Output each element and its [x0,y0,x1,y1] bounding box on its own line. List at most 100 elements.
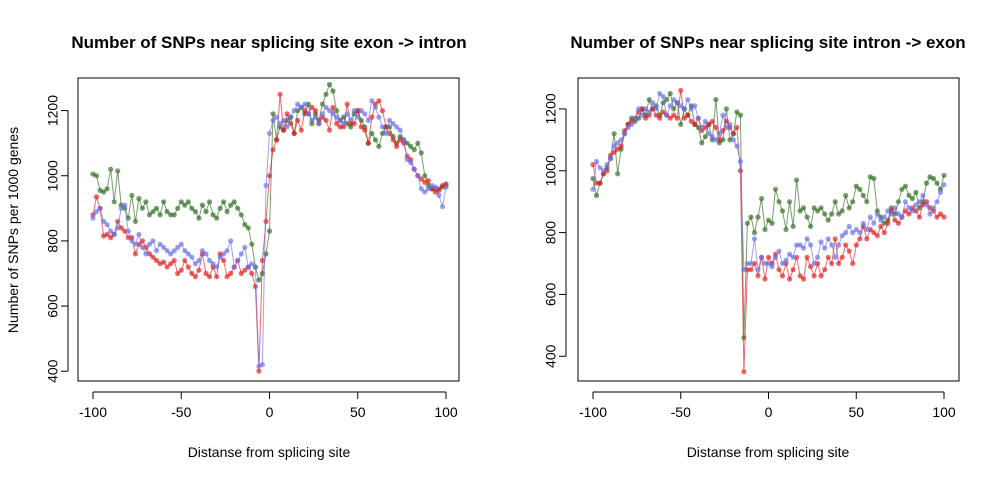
data-point-green [203,209,209,215]
data-point-green [415,140,421,146]
data-point-green [326,81,333,88]
data-point-green [839,208,845,214]
data-point-blue [636,106,642,112]
data-point-red [706,121,712,127]
data-point-blue [365,117,371,123]
data-point-blue [298,104,304,110]
data-point-blue [422,189,428,195]
data-point-blue [348,117,354,123]
data-point-green [115,168,121,174]
data-point-blue [150,238,156,244]
data-point-blue [790,254,796,260]
data-point-blue [850,230,856,236]
data-point-blue [902,199,909,205]
data-point-red [660,109,666,115]
data-point-red [657,115,663,121]
data-point-green [129,192,135,198]
data-point-red [150,254,156,260]
data-point-blue [737,158,744,165]
x-tick-label: -50 [171,404,191,420]
data-point-red [196,267,202,273]
data-point-blue [425,186,431,192]
data-point-red [171,257,177,264]
data-point-blue [355,114,361,120]
data-point-blue [853,226,859,233]
data-point-blue [228,238,234,244]
data-point-blue [344,111,350,117]
data-point-green [737,112,744,118]
x-tick-label: -100 [79,404,107,420]
data-point-red [344,101,350,107]
y-tick-label: 400 [543,344,559,368]
data-point-red [811,273,817,279]
data-point-blue [685,97,691,103]
data-point-red [161,259,167,265]
data-point-red [681,115,687,121]
data-point-green [593,192,600,199]
data-point-red [298,127,304,133]
data-point-blue [203,251,209,257]
y-axis-title: Number of SNPs per 1000 genes [5,127,21,333]
data-point-blue [625,124,631,131]
data-point-red [221,257,227,264]
data-point-blue [362,111,368,117]
data-point-blue [351,108,357,114]
data-point-green [150,209,156,215]
data-point-blue [678,103,684,109]
data-point-red [597,180,603,186]
data-point-blue [206,257,213,264]
data-point-green [769,220,775,226]
data-point-blue [776,248,782,254]
data-point-green [210,212,216,218]
data-point-red [864,236,870,242]
data-point-blue [832,254,838,260]
data-point-blue [607,155,614,161]
data-point-blue [916,199,923,205]
data-point-red [885,220,891,226]
data-point-green [376,143,382,149]
data-point-green [902,183,909,189]
data-point-blue [864,226,870,233]
data-point-green [906,192,912,199]
data-point-green [101,189,107,195]
data-point-red [878,223,884,229]
data-point-red [358,124,364,130]
data-point-green [808,223,814,229]
data-point-blue [185,251,191,257]
data-point-blue [857,230,863,236]
data-point-blue [688,106,694,112]
data-point-red [825,254,831,260]
data-point-blue [358,108,364,114]
y-tick-label: 400 [45,359,61,383]
data-point-blue [878,217,884,223]
data-point-blue [334,114,340,120]
data-point-red [238,270,244,277]
data-point-blue [755,267,761,273]
data-point-green [615,171,621,177]
x-tick-label: 100 [434,404,458,420]
data-point-green [319,101,326,107]
data-point-blue [727,121,733,127]
data-point-red [618,143,624,149]
data-point-green [723,106,730,112]
data-point-blue [337,117,343,123]
data-point-red [779,273,786,279]
series-line-red [592,90,945,372]
data-point-red [804,254,810,260]
chart-panel-intron-exon: Number of SNPs near splicing site intron… [543,33,966,460]
y-tick-label: 1200 [543,93,559,124]
data-point-red [312,108,318,114]
data-point-blue [600,168,607,174]
data-point-blue [432,184,438,190]
data-point-red [351,121,357,127]
data-point-green [256,277,262,283]
data-point-blue [274,114,280,120]
data-point-green [206,199,213,205]
data-point-red [818,273,824,279]
data-point-blue [808,242,814,248]
data-point-blue [899,214,905,220]
data-point-green [189,205,195,211]
data-point-red [829,260,835,267]
data-point-blue [249,261,255,267]
data-point-red [263,218,269,224]
